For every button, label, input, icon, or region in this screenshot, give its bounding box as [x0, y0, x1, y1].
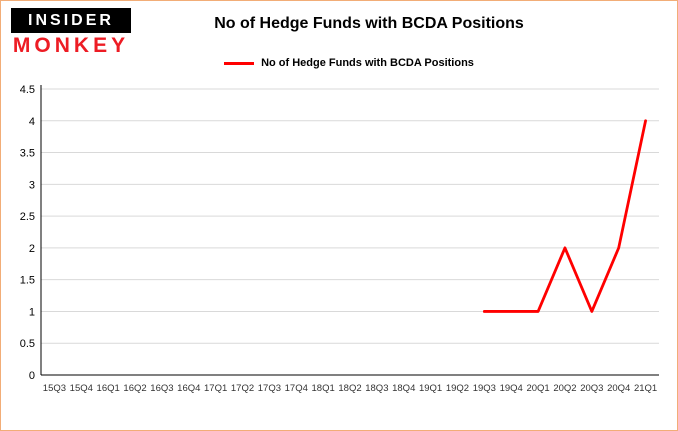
x-tick-label: 16Q3 [150, 383, 173, 394]
x-tick-label: 15Q4 [70, 383, 93, 394]
x-tick-label: 20Q3 [580, 383, 603, 394]
x-tick-label: 17Q3 [258, 383, 281, 394]
y-tick-label: 3.5 [20, 148, 35, 160]
x-tick-label: 19Q1 [419, 383, 442, 394]
x-tick-label: 18Q1 [312, 383, 335, 394]
x-tick-label: 18Q4 [392, 383, 415, 394]
y-tick-label: 0.5 [20, 338, 35, 350]
y-tick-label: 4 [29, 116, 35, 128]
logo-insider-text: INSIDER [11, 8, 131, 33]
x-tick-label: 19Q4 [500, 383, 523, 394]
x-tick-label: 19Q3 [473, 383, 496, 394]
series-line [482, 119, 647, 313]
x-tick-label: 17Q4 [285, 383, 308, 394]
x-tick-label: 21Q1 [634, 383, 657, 394]
legend-label: No of Hedge Funds with BCDA Positions [261, 57, 474, 69]
x-tick-label: 18Q2 [338, 383, 361, 394]
y-tick-label: 3 [29, 179, 35, 191]
chart-title: No of Hedge Funds with BCDA Positions [214, 15, 524, 32]
insider-monkey-logo: INSIDER MONKEY [11, 8, 131, 58]
y-tick-label: 0 [29, 370, 35, 382]
x-tick-label: 20Q4 [607, 383, 630, 394]
chart-legend: No of Hedge Funds with BCDA Positions [1, 57, 677, 69]
x-tick-label: 20Q2 [553, 383, 576, 394]
x-tick-label: 16Q4 [177, 383, 200, 394]
x-tick-label: 16Q2 [123, 383, 146, 394]
x-tick-label: 16Q1 [97, 383, 120, 394]
chart-header: INSIDER MONKEY No of Hedge Funds with BC… [1, 1, 677, 79]
x-tick-label: 18Q3 [365, 383, 388, 394]
x-tick-label: 15Q3 [43, 383, 66, 394]
x-tick-label: 17Q1 [204, 383, 227, 394]
y-tick-label: 2.5 [20, 211, 35, 223]
chart-plot-area: 0 0.5 1 1.5 2 2.5 3 3.5 4 4.5 15Q3 15Q4 16Q1 16Q2 16Q3… [1, 79, 677, 430]
y-tick-label: 2 [29, 243, 35, 255]
y-tick-label: 1 [29, 306, 35, 318]
title-block: No of Hedge Funds with BCDA Positions [1, 15, 677, 33]
legend-line-swatch [224, 61, 255, 65]
x-tick-label: 20Q1 [526, 383, 549, 394]
y-tick-label: 4.5 [20, 84, 35, 96]
x-tick-label: 17Q2 [231, 383, 254, 394]
y-tick-label: 1.5 [20, 275, 35, 287]
logo-monkey-text: MONKEY [12, 34, 130, 57]
line-chart: 0 0.5 1 1.5 2 2.5 3 3.5 4 4.5 15Q3 15Q4 16Q1 16Q2 16Q3… [20, 84, 659, 394]
x-tick-label: 19Q2 [446, 383, 469, 394]
